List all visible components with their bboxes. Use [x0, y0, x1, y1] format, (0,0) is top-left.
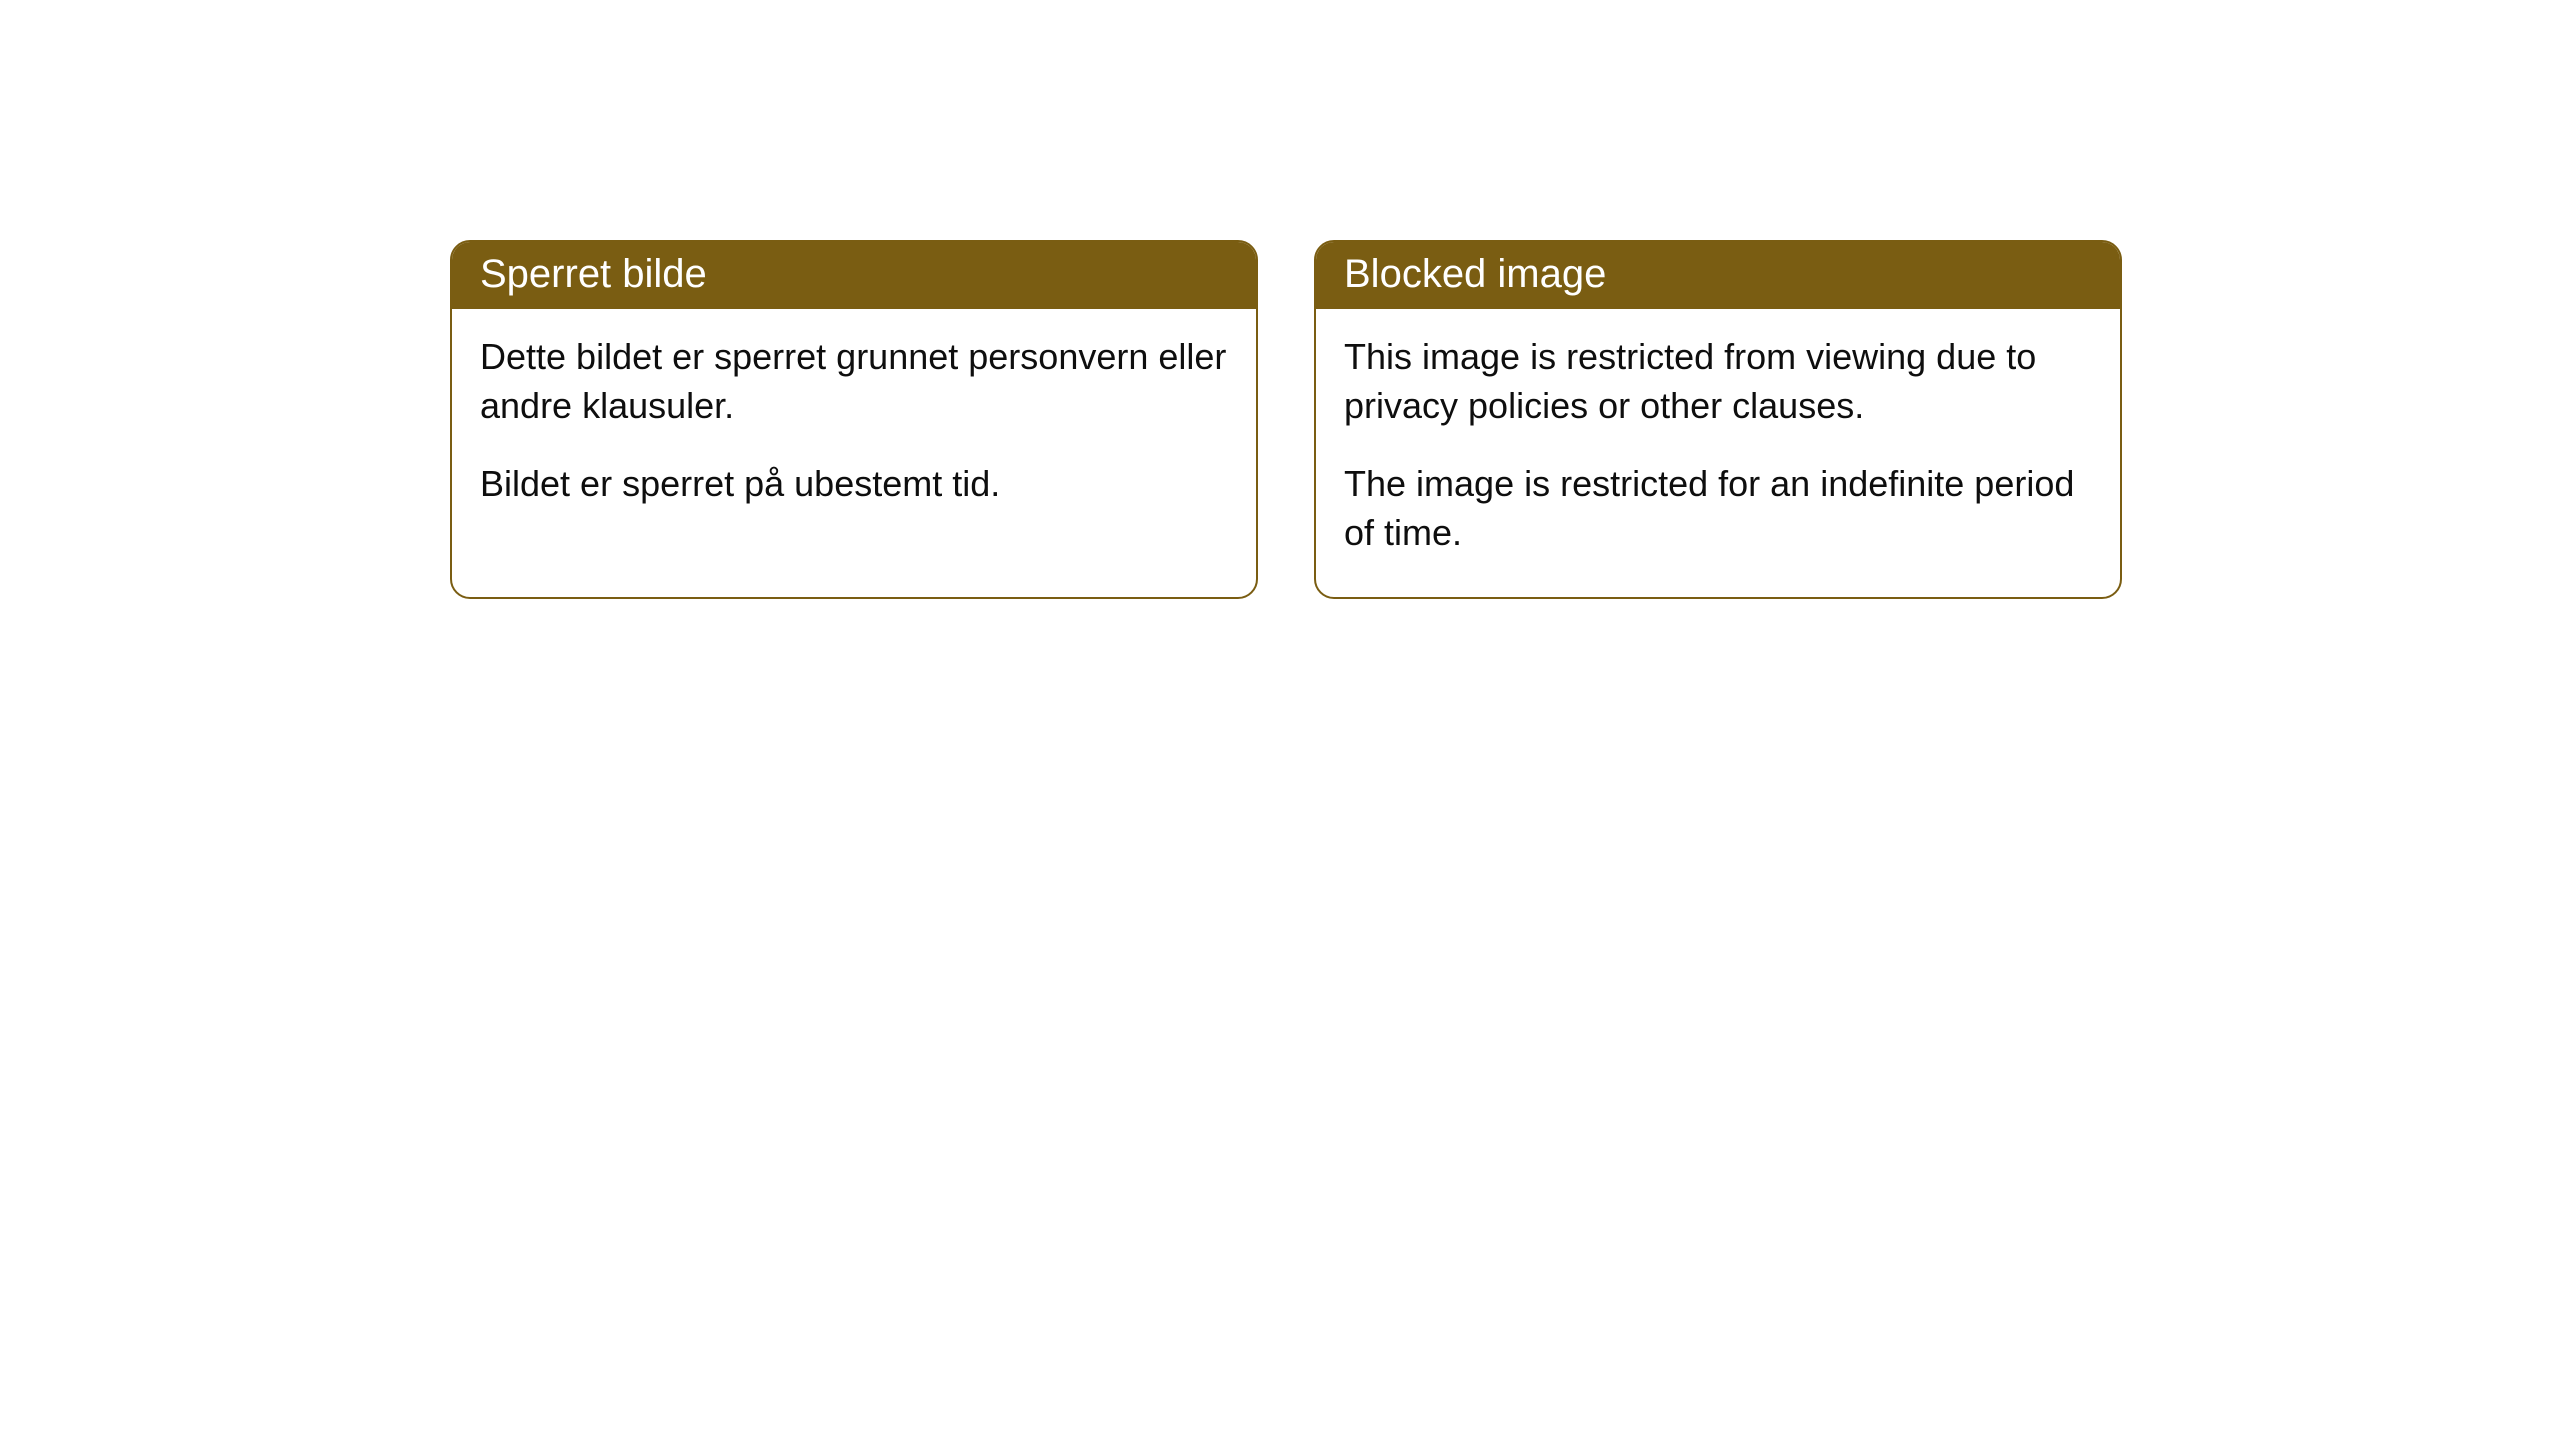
blocked-image-card-en: Blocked image This image is restricted f… — [1314, 240, 2122, 599]
card-body-en: This image is restricted from viewing du… — [1316, 309, 2120, 597]
card-body-no: Dette bildet er sperret grunnet personve… — [452, 309, 1256, 549]
card-paragraph-en-2: The image is restricted for an indefinit… — [1344, 460, 2092, 557]
card-paragraph-no-1: Dette bildet er sperret grunnet personve… — [480, 333, 1228, 430]
blocked-image-card-no: Sperret bilde Dette bildet er sperret gr… — [450, 240, 1258, 599]
card-paragraph-no-2: Bildet er sperret på ubestemt tid. — [480, 460, 1228, 509]
card-title-no: Sperret bilde — [452, 242, 1256, 309]
card-title-en: Blocked image — [1316, 242, 2120, 309]
notice-cards-container: Sperret bilde Dette bildet er sperret gr… — [0, 0, 2560, 599]
card-paragraph-en-1: This image is restricted from viewing du… — [1344, 333, 2092, 430]
